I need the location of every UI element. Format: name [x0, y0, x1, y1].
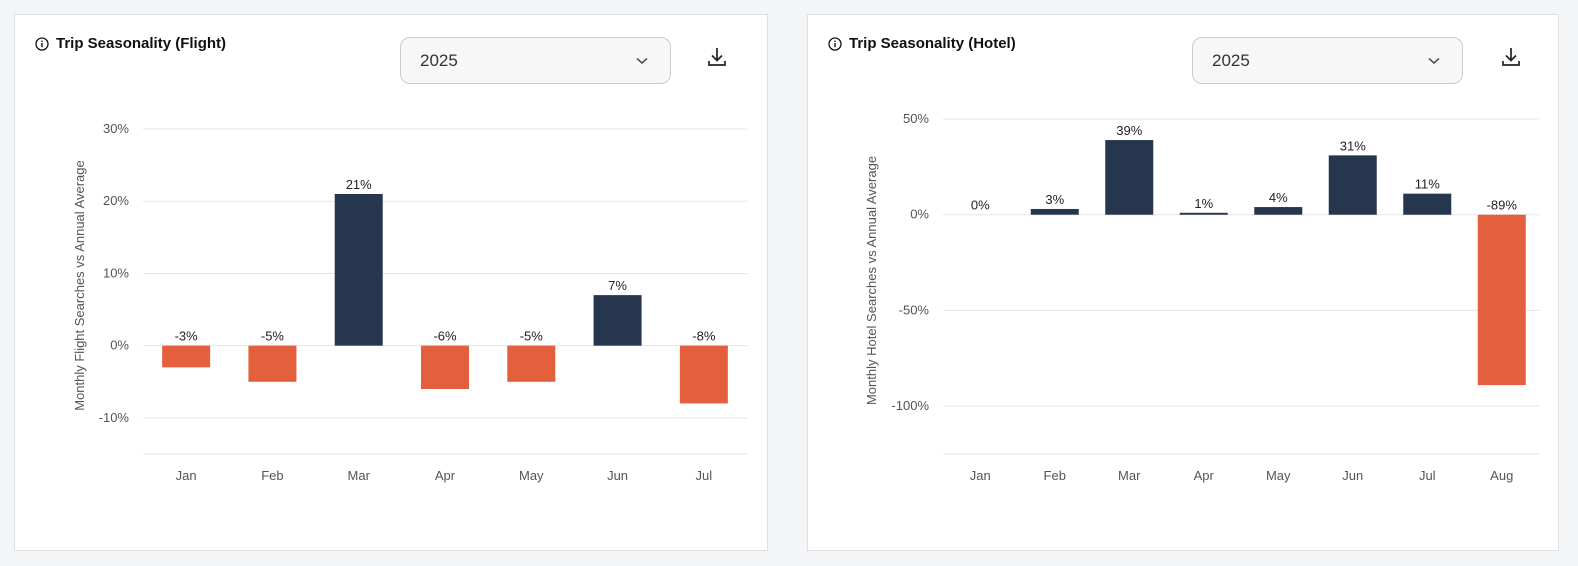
data-label: -5%: [261, 329, 285, 344]
panel-header: Trip Seasonality (Hotel): [828, 35, 1016, 52]
bar-mar[interactable]: [1105, 140, 1154, 215]
y-axis-title: Monthly Flight Searches vs Annual Averag…: [72, 160, 87, 411]
y-tick-label: 10%: [103, 265, 129, 280]
data-label: 39%: [1116, 123, 1142, 138]
y-axis-title: Monthly Hotel Searches vs Annual Average: [864, 156, 879, 405]
bar-jun[interactable]: [1328, 155, 1377, 215]
data-label: 1%: [1194, 196, 1213, 211]
data-label: 7%: [608, 278, 627, 293]
panel-header: Trip Seasonality (Flight): [35, 35, 226, 52]
x-tick-label: May: [1266, 468, 1291, 483]
year-select-value: 2025: [1212, 50, 1250, 70]
x-tick-label: Apr: [1194, 468, 1215, 483]
x-tick-label: Jun: [1342, 468, 1363, 483]
hotel-bar-chart: -100% -50% 0% 50% Monthly Hotel Searches vs …: [864, 111, 1539, 483]
chevron-down-icon: [636, 57, 648, 65]
bar-jan[interactable]: [162, 345, 211, 368]
x-tick-label: Jan: [176, 468, 197, 483]
x-tick-label: Jul: [696, 468, 713, 483]
x-tick-label: Mar: [1118, 468, 1141, 483]
y-tick-label: 0%: [110, 338, 129, 353]
chevron-down-icon: [1428, 57, 1440, 65]
panel-title: Trip Seasonality (Hotel): [849, 35, 1016, 52]
x-tick-label: Apr: [435, 468, 456, 483]
bar-feb[interactable]: [248, 345, 297, 382]
year-select[interactable]: 2025: [1192, 37, 1463, 84]
y-tick-label: -50%: [899, 302, 930, 317]
year-select[interactable]: 2025: [400, 37, 671, 84]
bar-jul[interactable]: [679, 345, 728, 404]
bar-jul[interactable]: [1403, 193, 1452, 215]
x-tick-label: Jan: [970, 468, 991, 483]
bar-aug[interactable]: [1477, 214, 1526, 386]
bar-apr[interactable]: [1179, 212, 1228, 215]
data-label: -3%: [175, 329, 199, 344]
info-icon[interactable]: [828, 36, 842, 51]
download-icon: [708, 48, 726, 66]
y-tick-label: -10%: [99, 410, 130, 425]
y-tick-label: 20%: [103, 193, 129, 208]
download-button[interactable]: [705, 45, 729, 69]
x-tick-label: Mar: [348, 468, 371, 483]
x-tick-label: Feb: [261, 468, 283, 483]
data-label: -5%: [520, 329, 544, 344]
data-label: 31%: [1340, 138, 1366, 153]
y-tick-label: 30%: [103, 121, 129, 136]
flight-bar-chart: -10% 0% 10% 20% 30% Monthly Flight Searches v…: [72, 121, 747, 483]
y-tick-label: 50%: [903, 111, 929, 126]
bar-mar[interactable]: [334, 194, 383, 346]
download-button[interactable]: [1499, 45, 1523, 69]
data-label: -8%: [692, 329, 716, 344]
x-tick-label: Jul: [1419, 468, 1436, 483]
hotel-seasonality-panel: Trip Seasonality (Hotel) 2025 -100% -50% 0…: [807, 14, 1559, 551]
data-label: 11%: [1415, 177, 1440, 192]
data-label: 21%: [346, 177, 372, 192]
y-tick-label: 0%: [910, 207, 929, 222]
data-label: 0%: [971, 198, 990, 213]
download-icon: [1502, 48, 1520, 66]
bar-may[interactable]: [507, 345, 556, 382]
bar-feb[interactable]: [1030, 208, 1079, 215]
year-select-value: 2025: [420, 50, 458, 70]
info-icon[interactable]: [35, 36, 49, 51]
x-tick-label: May: [519, 468, 544, 483]
x-tick-label: Jun: [607, 468, 628, 483]
data-label: -89%: [1487, 198, 1518, 213]
flight-seasonality-panel: Trip Seasonality (Flight) 2025 -10% 0% 10%…: [14, 14, 768, 551]
bar-may[interactable]: [1254, 207, 1303, 215]
bar-apr[interactable]: [421, 345, 469, 389]
x-tick-label: Feb: [1044, 468, 1066, 483]
data-label: -6%: [433, 329, 457, 344]
x-tick-label: Aug: [1490, 468, 1513, 483]
panel-title: Trip Seasonality (Flight): [56, 35, 227, 52]
bar-jun[interactable]: [593, 295, 642, 346]
y-tick-label: -100%: [891, 398, 929, 413]
data-label: 3%: [1045, 192, 1064, 207]
data-label: 4%: [1269, 190, 1288, 205]
